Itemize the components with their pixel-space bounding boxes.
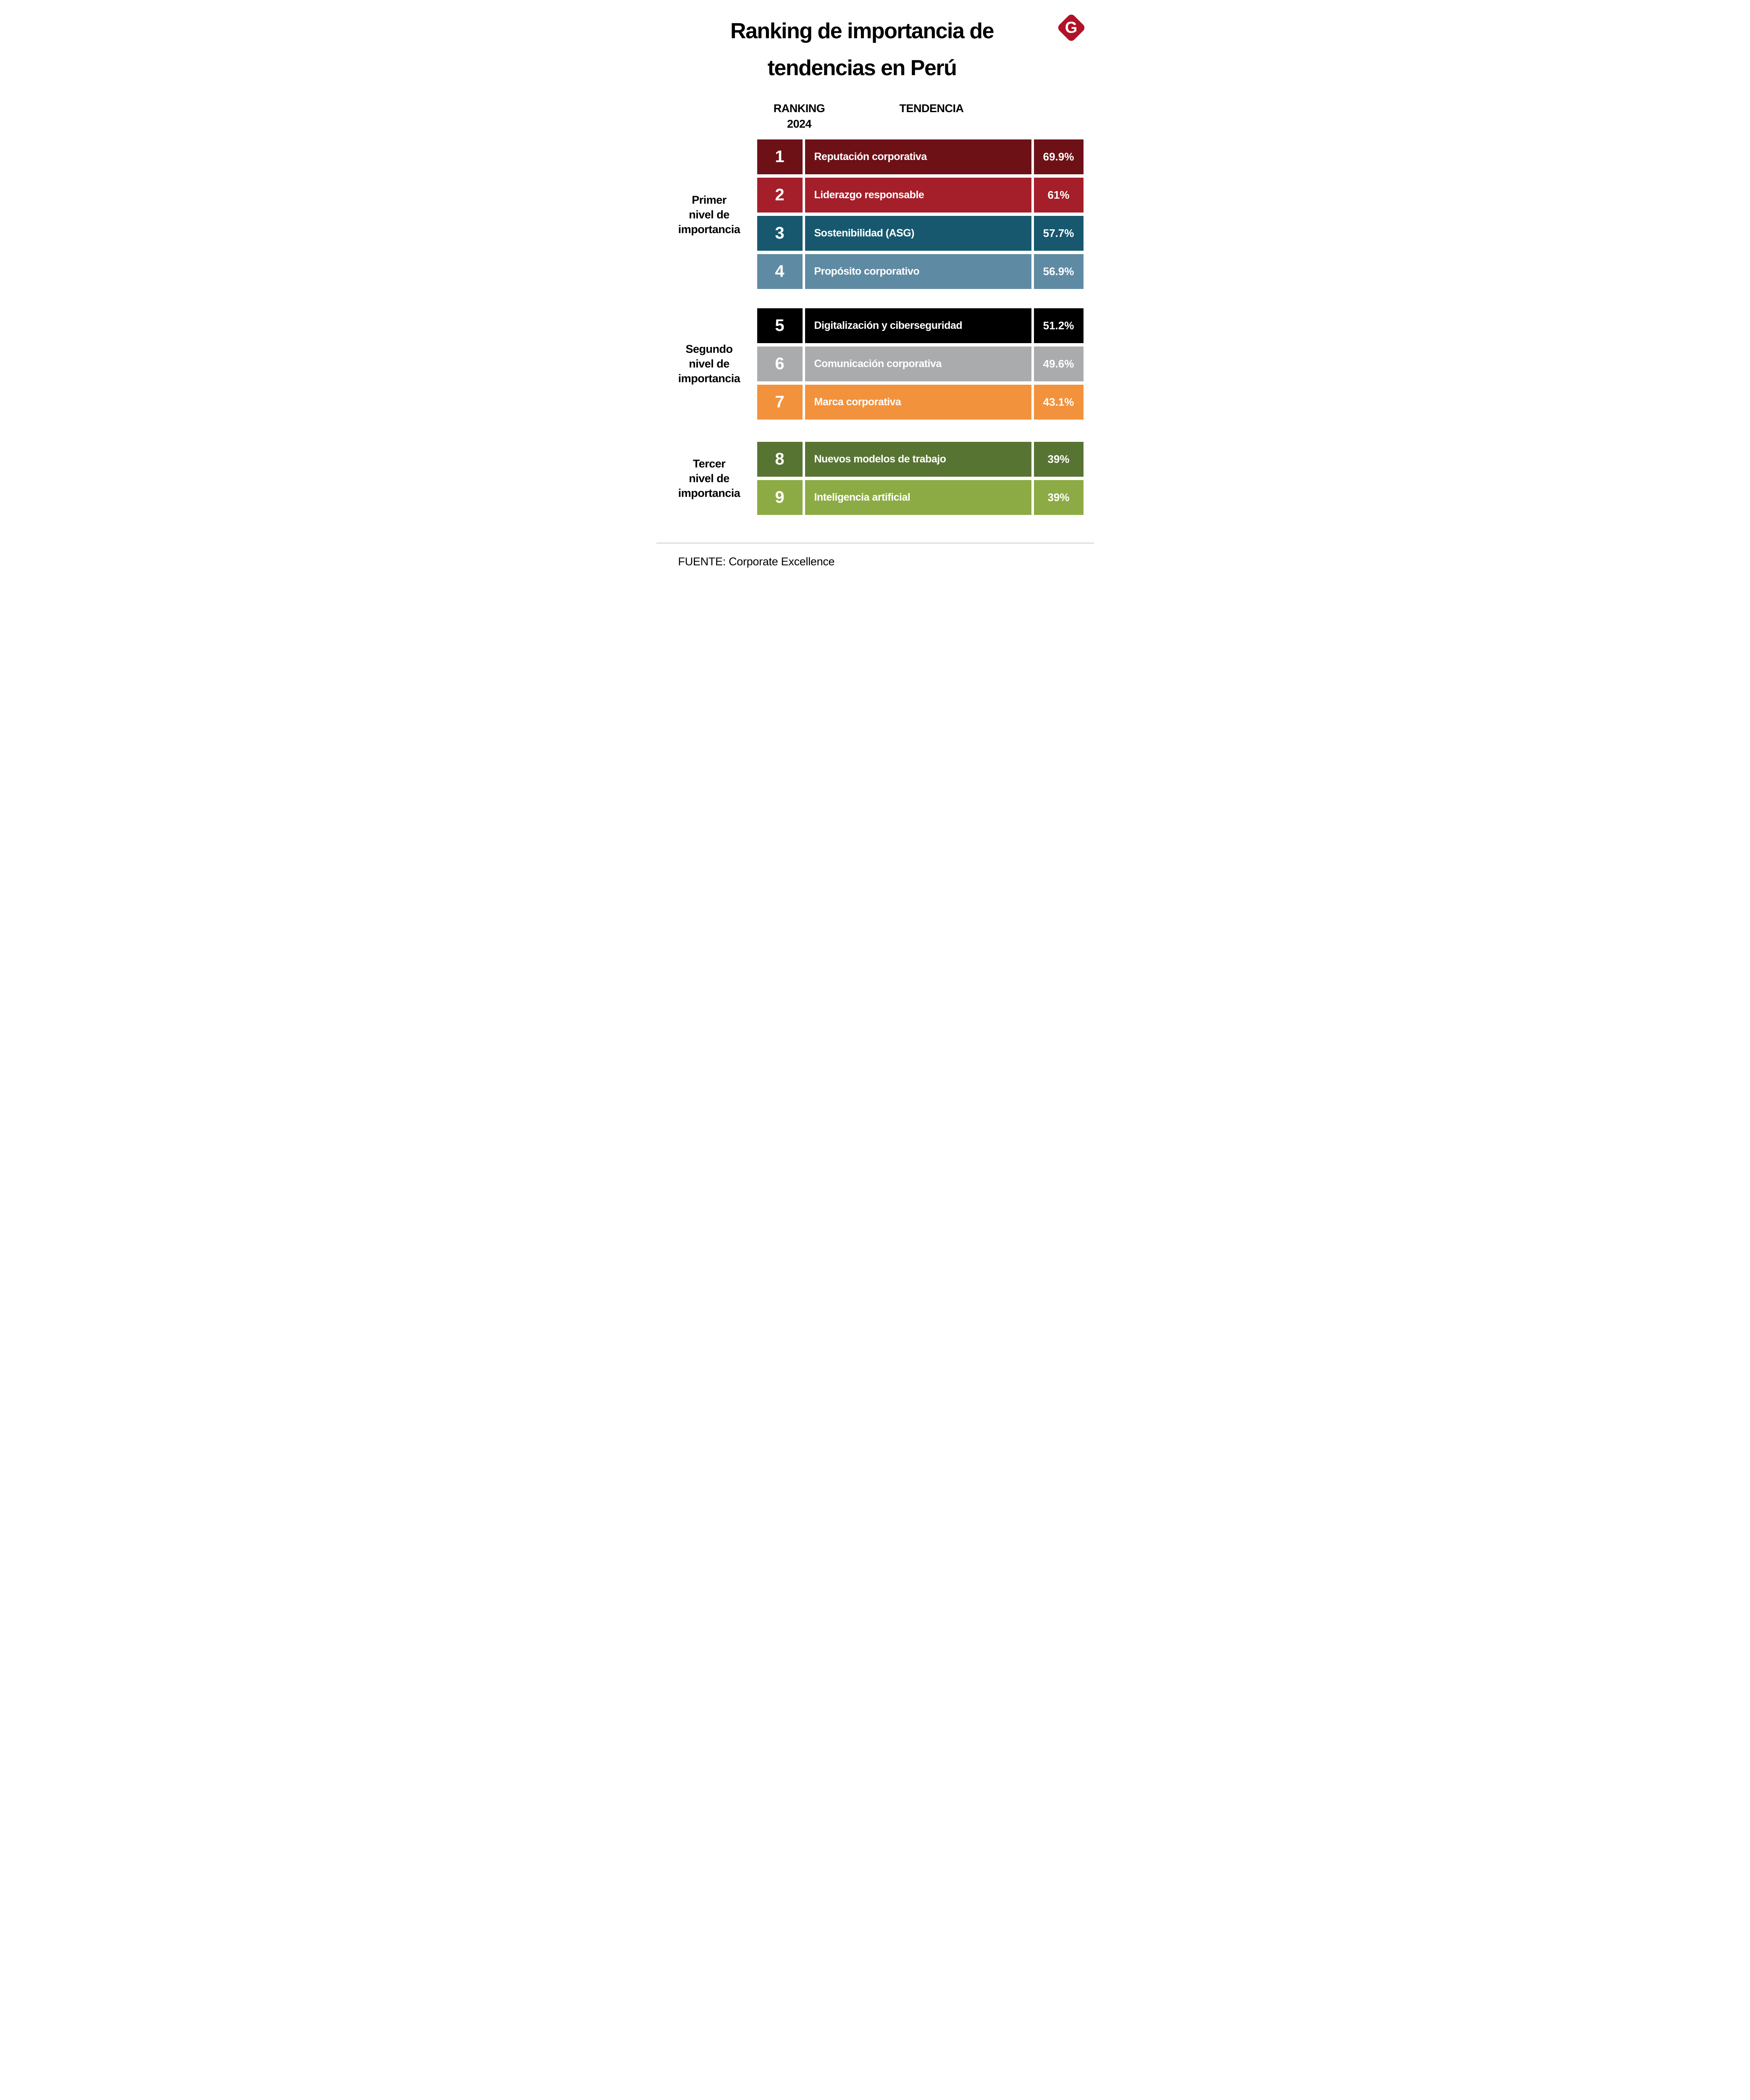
table-row: 6 Comunicación corporativa 49.6% (757, 346, 1084, 381)
value-cell: 56.9% (1034, 254, 1084, 289)
rank-cell: 2 (757, 178, 803, 213)
trend-cell: Inteligencia artificial (805, 480, 1031, 515)
value-cell: 61% (1034, 178, 1084, 213)
table-row: 1 Reputación corporativa 69.9% (757, 139, 1084, 174)
page-title: Ranking de importancia de tendencias en … (656, 13, 1068, 87)
trend-cell: Liderazgo responsable (805, 178, 1031, 213)
trend-cell: Sostenibilidad (ASG) (805, 216, 1031, 251)
rank-cell: 1 (757, 139, 803, 174)
column-header-ranking: RANKING 2024 (773, 102, 825, 130)
infographic-canvas: Ranking de importancia de tendencias en … (656, 0, 1094, 587)
table-row: 5 Digitalización y ciberseguridad 51.2% (757, 308, 1084, 343)
rank-cell: 8 (757, 442, 803, 477)
trend-cell: Reputación corporativa (805, 139, 1031, 174)
trend-cell: Propósito corporativo (805, 254, 1031, 289)
gestion-logo: G (1055, 12, 1087, 44)
source-text: FUENTE: Corporate Excellence (678, 555, 835, 568)
trend-cell: Digitalización y ciberseguridad (805, 308, 1031, 343)
value-cell: 51.2% (1034, 308, 1084, 343)
trend-cell: Marca corporativa (805, 385, 1031, 420)
group-label-tercer-nivel: Tercer nivel de importancia (678, 457, 740, 499)
table-row: 7 Marca corporativa 43.1% (757, 385, 1084, 420)
trend-cell: Comunicación corporativa (805, 346, 1031, 381)
logo-letter: G (1065, 18, 1078, 37)
rank-cell: 4 (757, 254, 803, 289)
table-row: 3 Sostenibilidad (ASG) 57.7% (757, 216, 1084, 251)
rank-cell: 5 (757, 308, 803, 343)
column-header-tendencia: TENDENCIA (899, 102, 964, 115)
value-cell: 69.9% (1034, 139, 1084, 174)
page-title-line2: tendencias en Perú (767, 56, 957, 80)
rank-cell: 7 (757, 385, 803, 420)
rank-cell: 6 (757, 346, 803, 381)
table-row: 8 Nuevos modelos de trabajo 39% (757, 442, 1084, 477)
value-cell: 39% (1034, 442, 1084, 477)
trend-cell: Nuevos modelos de trabajo (805, 442, 1031, 477)
table-row: 4 Propósito corporativo 56.9% (757, 254, 1084, 289)
table-row: 9 Inteligencia artificial 39% (757, 480, 1084, 515)
value-cell: 49.6% (1034, 346, 1084, 381)
group-label-segundo-nivel: Segundo nivel de importancia (678, 343, 740, 385)
value-cell: 39% (1034, 480, 1084, 515)
group-label-primer-nivel: Primer nivel de importancia (678, 194, 740, 236)
value-cell: 57.7% (1034, 216, 1084, 251)
table-row: 2 Liderazgo responsable 61% (757, 178, 1084, 213)
rank-cell: 9 (757, 480, 803, 515)
value-cell: 43.1% (1034, 385, 1084, 420)
rank-cell: 3 (757, 216, 803, 251)
page-title-line1: Ranking de importancia de (730, 19, 994, 43)
